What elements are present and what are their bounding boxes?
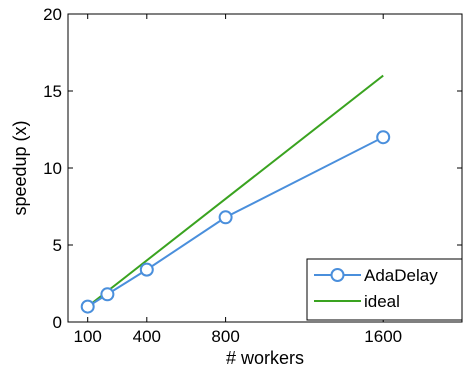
series-layer bbox=[80, 74, 391, 314]
x-tick-label-800: 800 bbox=[211, 327, 239, 346]
y-tick-label-20: 20 bbox=[43, 5, 62, 24]
y-tick-label-0: 0 bbox=[53, 313, 62, 332]
point-adadelay-100 bbox=[80, 299, 95, 314]
legend-marker-adadelay bbox=[330, 268, 345, 282]
x-tick-label-400: 400 bbox=[133, 327, 161, 346]
legend-label-ideal: ideal bbox=[364, 292, 400, 311]
y-tick-label-5: 5 bbox=[53, 236, 62, 255]
x-tick-label-1600: 1600 bbox=[364, 327, 402, 346]
legend: AdaDelay ideal bbox=[306, 258, 463, 321]
y-tick-label-10: 10 bbox=[43, 159, 62, 178]
x-tick-label-100: 100 bbox=[74, 327, 102, 346]
legend-box bbox=[306, 258, 463, 321]
point-adadelay-400 bbox=[139, 262, 154, 277]
series-line-ideal bbox=[87, 74, 384, 308]
tick-labels: 100 400 800 1600 0 5 10 15 20 bbox=[43, 5, 402, 346]
legend-label-adadelay: AdaDelay bbox=[364, 266, 438, 285]
point-adadelay-200 bbox=[100, 287, 115, 302]
point-adadelay-800 bbox=[218, 210, 233, 225]
point-adadelay-1600 bbox=[376, 130, 391, 145]
x-axis-label: # workers bbox=[226, 348, 304, 368]
y-tick-label-15: 15 bbox=[43, 82, 62, 101]
y-axis-label: speedup (x) bbox=[10, 120, 30, 215]
